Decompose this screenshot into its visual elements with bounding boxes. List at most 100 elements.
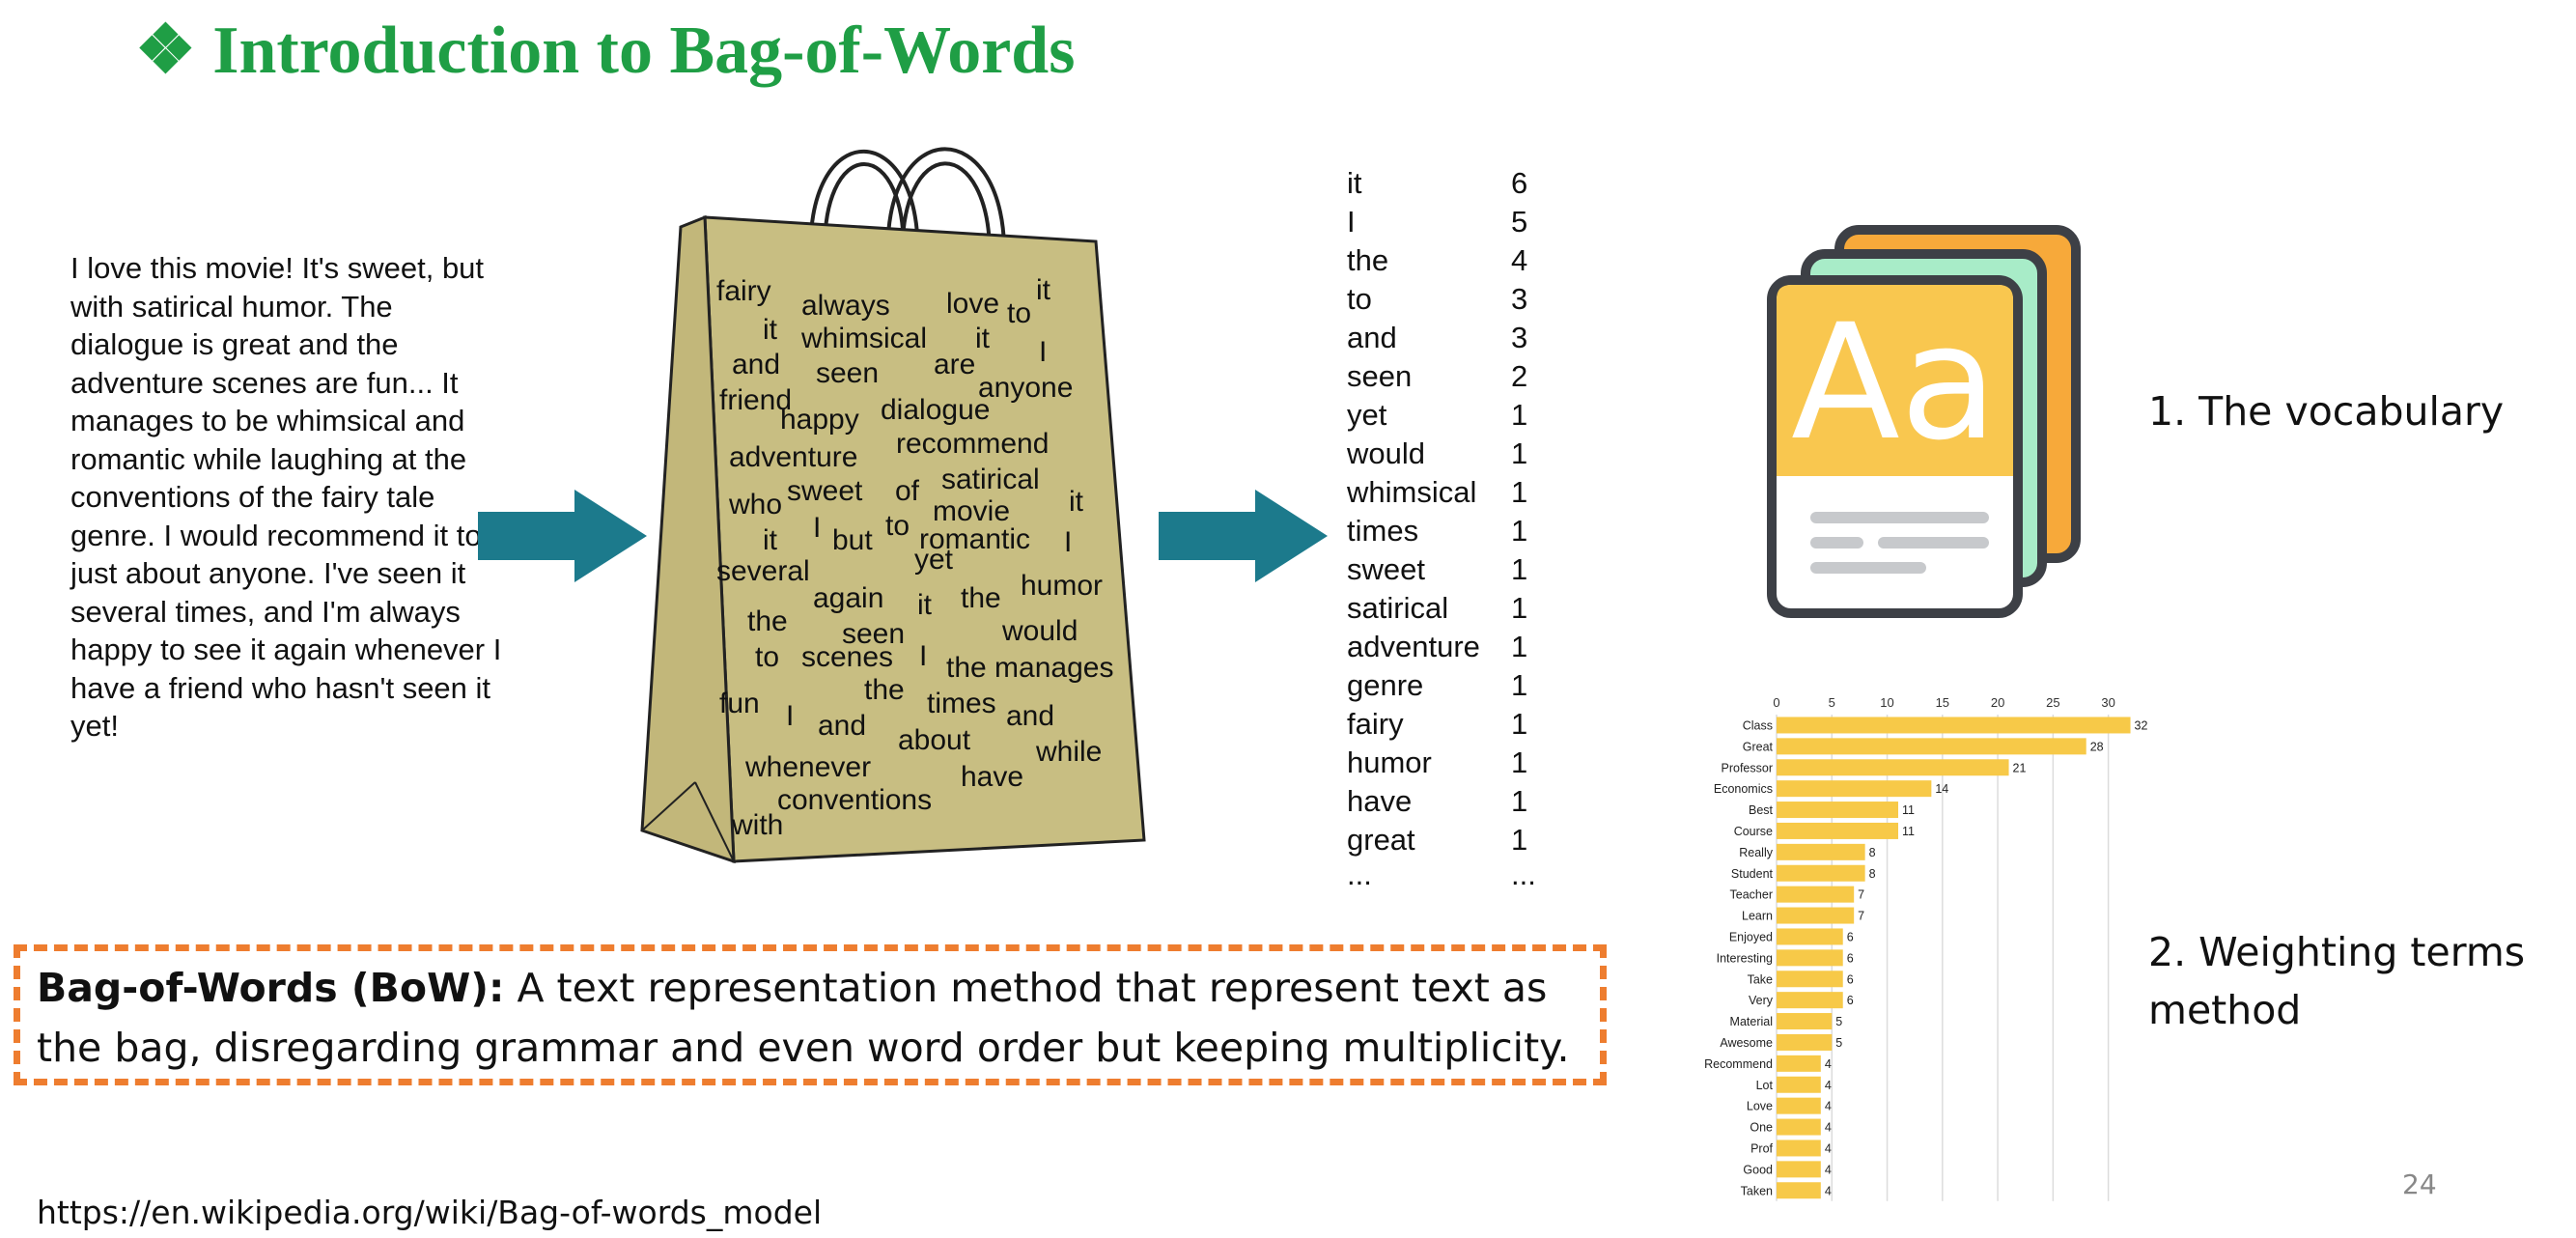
category-label: Recommend [1704, 1057, 1773, 1071]
category-label: Lot [1756, 1079, 1774, 1092]
bar [1777, 949, 1843, 967]
category-label: Love [1747, 1100, 1773, 1113]
bag-word: have [961, 761, 1024, 793]
category-label: Best [1749, 803, 1774, 817]
definition-term: Bag-of-Words (BoW): [37, 965, 505, 1011]
bag-word: to [885, 510, 910, 542]
weighting-label-line1: 2. Weighting terms [2148, 929, 2526, 975]
bar [1777, 1033, 1833, 1051]
bar [1777, 738, 2086, 755]
category-label: Great [1743, 740, 1774, 753]
category-label: Student [1731, 867, 1774, 881]
bag-word: but [832, 524, 873, 556]
arrow-right-icon [478, 490, 647, 582]
data-label: 28 [2090, 740, 2104, 753]
bag-word: and [818, 710, 867, 742]
freq-count: 1 [1511, 475, 1528, 509]
bag-word: I [786, 700, 795, 732]
x-tick-label: 5 [1829, 695, 1835, 710]
vocab-icon-text: Aa [1791, 290, 1998, 475]
bar [1777, 1097, 1821, 1114]
definition-line1: A text representation method that repres… [504, 965, 1548, 1011]
freq-count: 1 [1511, 591, 1528, 625]
x-tick-label: 30 [2101, 695, 2114, 710]
bag-word: seen [816, 357, 880, 389]
x-tick-label: 25 [2046, 695, 2059, 710]
freq-count: 1 [1511, 630, 1528, 663]
vocabulary-label: 1. The vocabulary [2148, 388, 2505, 435]
category-label: Awesome [1720, 1036, 1773, 1050]
category-label: Enjoyed [1729, 930, 1773, 943]
bag-word: sweet [787, 475, 863, 507]
category-label: Really [1739, 846, 1773, 859]
freq-count: 4 [1511, 243, 1528, 277]
category-label: Course [1734, 825, 1773, 838]
bag-word: fairy [716, 275, 771, 307]
data-label: 4 [1825, 1100, 1832, 1113]
bag-word: while [1036, 736, 1103, 768]
data-label: 32 [2135, 718, 2148, 732]
data-label: 7 [1858, 910, 1864, 923]
bag-word: it [1069, 486, 1083, 518]
page-title: ❖ Introduction to Bag-of-Words [135, 14, 1076, 88]
freq-word: adventure [1347, 630, 1480, 663]
definition-text: Bag-of-Words (BoW): A text representatio… [37, 958, 1620, 1078]
category-label: Professor [1722, 761, 1774, 774]
x-tick-label: 20 [1991, 695, 2004, 710]
bag-word: whimsical [801, 323, 928, 354]
freq-word: yet [1347, 398, 1387, 432]
bag-word: the manages [946, 652, 1114, 684]
data-label: 6 [1847, 951, 1854, 965]
category-label: Economics [1714, 782, 1773, 796]
data-label: 4 [1825, 1079, 1832, 1092]
bar [1777, 1055, 1821, 1072]
bar [1777, 1182, 1821, 1199]
weighting-bar-chart: 0 5 10 15 20 25 30 Class 32 Great 28 Professor 21 Eco… [1704, 695, 2148, 1201]
bag-word: movie [933, 495, 1011, 527]
bar [1777, 928, 1843, 945]
bag-word: with [732, 809, 784, 841]
category-label: Taken [1741, 1184, 1773, 1197]
data-label: 6 [1847, 994, 1854, 1007]
data-label: 4 [1825, 1184, 1832, 1197]
freq-word: fairy [1347, 707, 1404, 741]
freq-word: times [1347, 514, 1419, 548]
bar [1777, 1161, 1821, 1178]
bar [1777, 1140, 1821, 1157]
bag-word: the [747, 605, 788, 637]
freq-count: 5 [1511, 205, 1528, 239]
bar [1777, 780, 1932, 798]
review-text: I love this movie! It's sweet, but with … [70, 251, 502, 743]
freq-count: 1 [1511, 668, 1528, 702]
bag-word: who [729, 489, 783, 521]
bag-word: yet [914, 544, 954, 576]
bag-word: love [946, 288, 1000, 320]
freq-count: ... [1511, 858, 1536, 891]
category-label: One [1750, 1121, 1773, 1135]
category-label: Prof [1750, 1141, 1773, 1155]
data-label: 6 [1847, 930, 1854, 943]
bar [1777, 759, 2009, 776]
bar [1777, 1013, 1833, 1030]
weighting-label-line2: method [2148, 987, 2302, 1033]
bag-word: the [961, 582, 1001, 614]
data-label: 7 [1858, 888, 1864, 902]
freq-count: 3 [1511, 321, 1528, 354]
bar [1777, 843, 1865, 860]
bag-word: romantic [919, 523, 1031, 555]
bag-word: scenes [801, 641, 894, 673]
bag-word: times [927, 688, 996, 719]
freq-count: 1 [1511, 514, 1528, 548]
data-label: 11 [1902, 803, 1915, 817]
freq-count: 6 [1511, 166, 1528, 200]
data-label: 8 [1869, 846, 1876, 859]
freq-count: 2 [1511, 359, 1528, 393]
bag-word: I [1039, 336, 1048, 368]
bag-word: of [895, 475, 920, 507]
freq-word: have [1347, 784, 1413, 818]
category-label: Good [1743, 1163, 1773, 1176]
freq-word: whimsical [1347, 475, 1477, 509]
bag-word: satirical [941, 464, 1040, 495]
data-label: 4 [1825, 1163, 1832, 1176]
bag-word: it [763, 314, 777, 346]
